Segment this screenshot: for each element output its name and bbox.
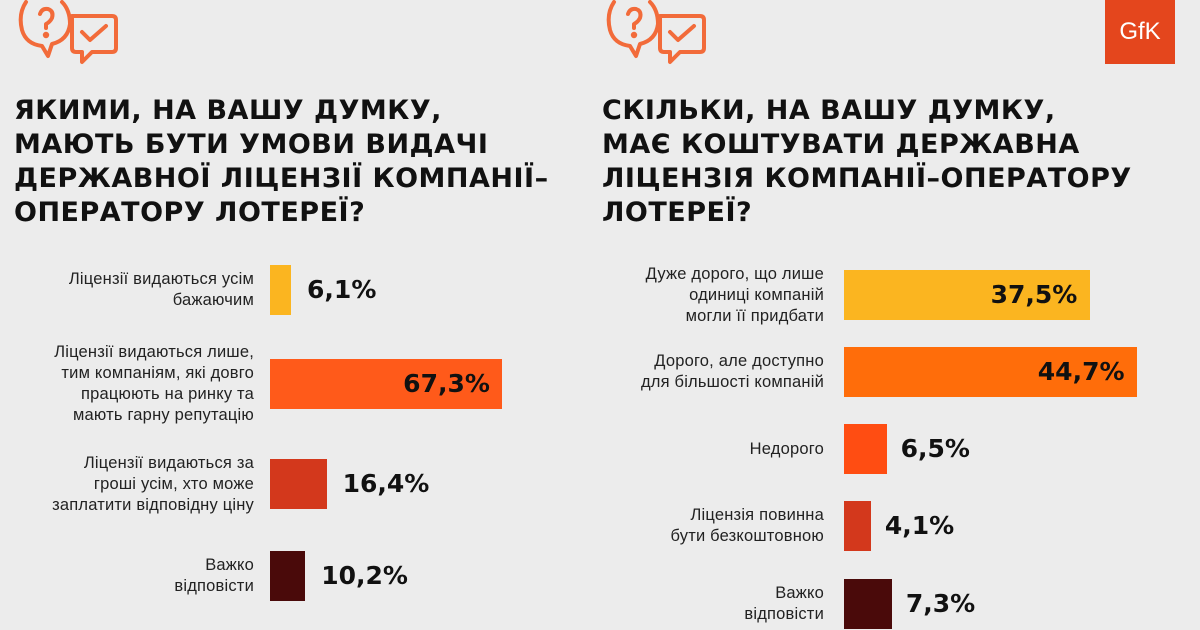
category-label-line: Недорого <box>749 439 824 458</box>
category-label-line: заплатити відповідну ціну <box>52 495 254 514</box>
category-label-line: Важко <box>205 556 254 574</box>
value-label: 6,5% <box>900 434 970 463</box>
category-label-line: відповісти <box>744 605 824 623</box>
category-label-line: мають гарну репутацію <box>72 406 254 424</box>
bar <box>844 270 1090 320</box>
bar <box>844 347 1137 397</box>
gfk-logo: GfK <box>1105 0 1175 64</box>
value-label: 44,7% <box>1037 357 1125 386</box>
category-label: Важко відповісти <box>744 583 824 625</box>
category-label: Ліцензії видаються за гроші усім, хто мож… <box>52 453 254 516</box>
category-label-line: Ліцензія повинна <box>690 506 824 524</box>
category-label-line: одиниці компаній <box>689 285 824 304</box>
category-label: Ліцензії видаються усім бажаючим <box>69 269 254 311</box>
bar <box>270 265 292 315</box>
chart-title-licence-cost: СКІЛЬКИ, НА ВАШУ ДУМКУ, МАЄ КОШТУВАТИ ДЕ… <box>602 95 1132 228</box>
category-label-line: для більшості компаній <box>640 373 824 391</box>
category-label-line: бути безкоштовною <box>670 527 824 545</box>
survey-chat-icon <box>18 0 118 64</box>
value-label: 16,4% <box>342 469 430 498</box>
category-label-line: тим компаніям, які довго <box>61 364 254 382</box>
value-label: 6,1% <box>307 275 377 304</box>
category-label-line: Дуже дорого, що лише <box>645 264 824 283</box>
bar <box>270 359 503 409</box>
bar <box>844 424 887 474</box>
survey-chat-icon <box>606 0 706 64</box>
category-label-line: Дорого, але доступно <box>654 352 824 370</box>
category-label-line: гроші усім, хто може <box>93 474 254 493</box>
category-label: Ліцензії видаються лише, тим компаніям, я… <box>54 342 254 426</box>
value-label: 67,3% <box>403 369 490 398</box>
value-label: 7,3% <box>905 589 976 618</box>
value-label: 37,5% <box>990 280 1078 309</box>
value-label: 4,1% <box>884 511 955 540</box>
category-label: Дорого, але доступно для більшості компан… <box>641 351 824 393</box>
category-label-line: могли її придбати <box>685 306 824 325</box>
bar <box>270 459 327 509</box>
category-label-line: Ліцензії видаються лише, <box>54 343 254 361</box>
category-label-line: відповісти <box>174 577 254 595</box>
category-label-line: працюють на ринку та <box>80 385 254 403</box>
category-label: Важко відповісти <box>174 555 254 597</box>
category-label: Недорого <box>750 439 824 460</box>
value-label: 10,2% <box>321 561 408 590</box>
chart-title-licence-conditions: ЯКИМИ, НА ВАШУ ДУМКУ, МАЮТЬ БУТИ УМОВИ В… <box>14 95 549 228</box>
bar <box>844 501 871 551</box>
category-label-line: Ліцензії видаються за <box>83 453 254 472</box>
bar <box>270 551 306 601</box>
category-label-line: Ліцензії видаються усім <box>68 270 254 288</box>
bar <box>844 579 892 629</box>
category-label: Ліцензія повинна бути безкоштовною <box>670 505 824 547</box>
category-label-line: бажаючим <box>172 291 254 309</box>
category-label-line: Важко <box>775 584 824 602</box>
category-label: Дуже дорого, що лише одиниці компаній могл… <box>646 264 824 327</box>
